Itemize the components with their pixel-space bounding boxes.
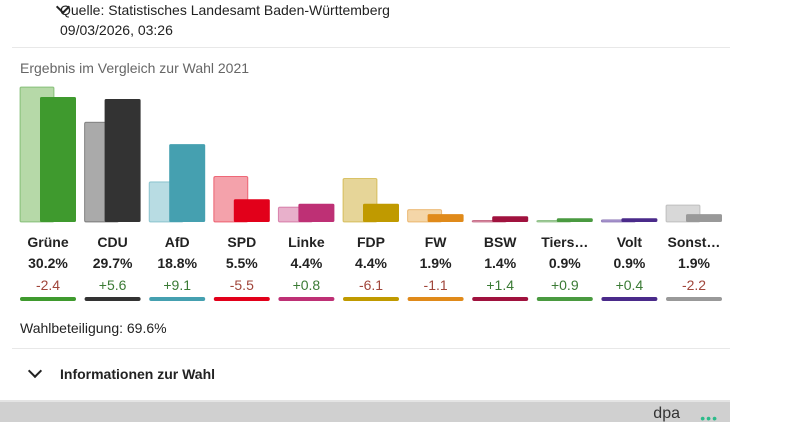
party-label: Sonst… xyxy=(668,234,721,250)
party-color-bar xyxy=(343,297,399,301)
bar-2026 xyxy=(556,218,593,222)
diff-label: -2.4 xyxy=(36,277,60,293)
diff-label: +0.8 xyxy=(293,277,321,293)
bar-2026 xyxy=(40,96,76,222)
value-label: 4.4% xyxy=(290,255,322,271)
party-label: CDU xyxy=(97,234,127,250)
party-color-bar xyxy=(601,297,658,301)
party-label: Tiers… xyxy=(541,234,588,250)
bar-2026 xyxy=(492,216,529,222)
info-label: Informationen zur Wahl xyxy=(60,366,216,382)
party-color-bar xyxy=(84,297,141,301)
bar-2026 xyxy=(104,99,141,222)
value-label: 0.9% xyxy=(549,255,581,271)
value-label: 4.4% xyxy=(355,255,387,271)
divider xyxy=(12,348,730,349)
value-label: 1.9% xyxy=(420,255,452,271)
party-label: BSW xyxy=(484,234,517,250)
party-label: Grüne xyxy=(27,234,68,250)
bar-2026 xyxy=(621,218,658,222)
diff-label: +5.6 xyxy=(99,277,127,293)
source-title: Quelle: Statistisches Landesamt Baden-Wü… xyxy=(60,2,390,18)
party-color-bar xyxy=(278,297,335,301)
party-label: FDP xyxy=(357,234,385,250)
value-label: 29.7% xyxy=(93,255,133,271)
bar-2026 xyxy=(363,203,399,222)
turnout: Wahlbeteiligung: 69.6% xyxy=(20,320,167,336)
value-label: 30.2% xyxy=(28,255,68,271)
value-label: 5.5% xyxy=(226,255,258,271)
bar-2026 xyxy=(298,203,335,222)
bar-2026 xyxy=(427,214,464,222)
party-color-bar xyxy=(213,297,270,301)
chevron-down-icon xyxy=(27,363,43,379)
party-color-bar xyxy=(472,297,529,301)
chart-title: Ergebnis im Vergleich zur Wahl 2021 xyxy=(20,60,250,76)
diff-label: +1.4 xyxy=(486,277,514,293)
diff-label: +0.9 xyxy=(551,277,579,293)
diff-label: +0.4 xyxy=(616,277,644,293)
party-color-bar xyxy=(20,297,76,301)
value-label: 18.8% xyxy=(157,255,197,271)
party-color-bar xyxy=(666,297,722,301)
diff-label: -6.1 xyxy=(359,277,383,293)
value-label: 1.9% xyxy=(678,255,710,271)
dpa-logo: dpa xyxy=(653,405,680,422)
value-label: 0.9% xyxy=(613,255,645,271)
bar-2026 xyxy=(686,214,722,222)
source-timestamp: 09/03/2026, 03:26 xyxy=(60,22,173,38)
party-label: Linke xyxy=(288,234,325,250)
diff-label: -1.1 xyxy=(424,277,448,293)
party-color-bar xyxy=(536,297,593,301)
party-label: FW xyxy=(425,234,448,250)
party-label: SPD xyxy=(227,234,256,250)
bar-chart: Grüne 30.2% -2.4 CDU 29.7% +5.6 AfD 18.8% +9.1 SP… xyxy=(19,86,722,301)
party-label: AfD xyxy=(165,234,190,250)
dots-icon: ••• xyxy=(700,410,718,426)
diff-label: +9.1 xyxy=(163,277,191,293)
footer: dpa ••• xyxy=(0,400,730,426)
value-label: 1.4% xyxy=(484,255,516,271)
diff-label: -2.2 xyxy=(682,277,706,293)
party-color-bar xyxy=(149,297,206,301)
party-color-bar xyxy=(407,297,464,301)
diff-label: -5.5 xyxy=(230,277,254,293)
bar-2026 xyxy=(169,144,206,222)
divider xyxy=(12,47,730,48)
bar-2026 xyxy=(233,199,270,222)
party-label: Volt xyxy=(617,234,643,250)
